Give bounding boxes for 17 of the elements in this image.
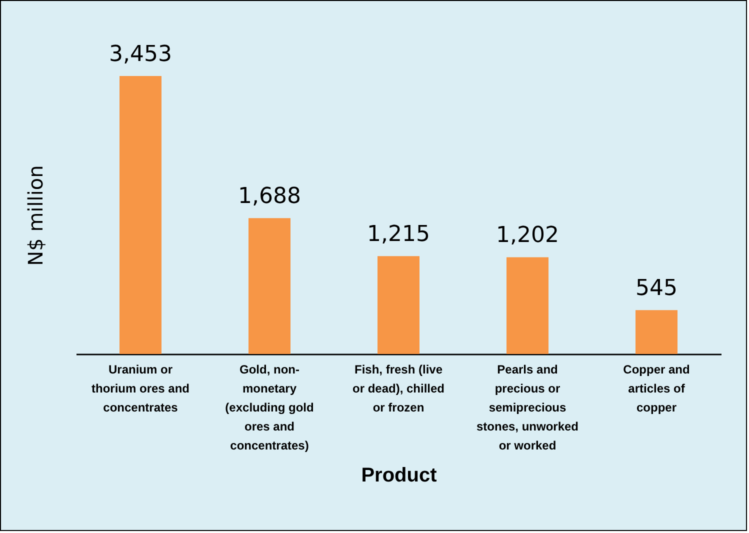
bar bbox=[636, 310, 678, 354]
data-label: 1,215 bbox=[367, 222, 430, 248]
data-label: 3,453 bbox=[109, 42, 172, 67]
data-label: 545 bbox=[636, 276, 678, 302]
bar bbox=[506, 257, 548, 354]
x-axis-title: Product bbox=[361, 464, 438, 486]
x-tick-label: Uranium or thorium ores and concentrates bbox=[91, 362, 190, 414]
bar bbox=[378, 256, 420, 354]
x-tick-label: Fish, fresh (live or dead), chilled or frozen bbox=[352, 362, 445, 414]
x-tick-label: Copper and articles of copper bbox=[623, 362, 690, 414]
x-tick-label: Gold, non-monetary (excluding gold ores and concentrates) bbox=[225, 362, 314, 452]
data-label: 1,202 bbox=[496, 223, 559, 248]
y-axis-title: N$ million bbox=[24, 165, 48, 266]
bar bbox=[248, 218, 290, 354]
bar bbox=[120, 76, 162, 354]
x-tick-label: Pearls and precious or semiprecious stones, unworked or worked bbox=[476, 362, 579, 452]
data-label: 1,688 bbox=[238, 184, 301, 210]
